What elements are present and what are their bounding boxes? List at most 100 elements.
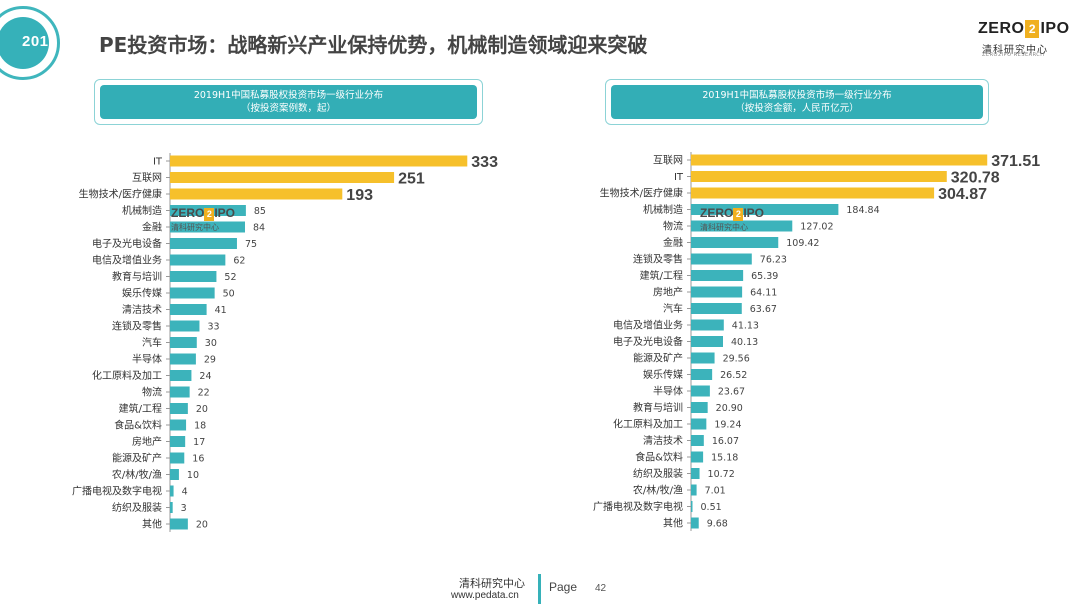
- footer-page-label: Page: [549, 580, 578, 594]
- data-label: 23.67: [718, 387, 745, 398]
- data-label: 64.11: [750, 288, 777, 299]
- bar: [170, 403, 188, 414]
- data-label: 15.18: [711, 453, 738, 464]
- bar: [170, 320, 200, 332]
- category-label: 广播电视及数字电视: [593, 500, 683, 513]
- data-label: 4: [182, 487, 188, 498]
- data-label: 193: [346, 187, 373, 204]
- right-chart-title: 2019H1中国私募股权投资市场一级行业分布: [702, 90, 892, 101]
- bar: [691, 369, 713, 380]
- category-label: 农/林/牧/渔: [112, 468, 162, 481]
- data-label: 22: [198, 388, 210, 399]
- bar: [691, 319, 724, 331]
- category-label: 电信及增值业务: [92, 254, 162, 267]
- category-label: 电信及增值业务: [613, 319, 683, 332]
- bar: [691, 435, 704, 446]
- data-label: 10.72: [708, 469, 735, 480]
- bar: [170, 353, 196, 365]
- category-label: 纺织及服装: [112, 501, 162, 514]
- data-label: 9.68: [707, 519, 728, 530]
- bar: [691, 451, 704, 463]
- data-label: 320.78: [951, 170, 1000, 187]
- data-label: 50: [223, 289, 235, 300]
- year-badge-inner: [0, 17, 49, 69]
- left-chart-subtitle: （按投资案例数，起）: [240, 103, 336, 114]
- bar: [691, 154, 988, 166]
- bar: [691, 237, 779, 248]
- data-label: 62: [233, 256, 245, 267]
- category-label: 清洁技术: [643, 434, 683, 447]
- category-label: 机械制造: [643, 203, 683, 216]
- data-label: 0.51: [701, 502, 722, 513]
- footer-org: 清科研究中心: [459, 577, 525, 590]
- data-label: 17: [193, 437, 205, 448]
- category-label: 能源及矿产: [112, 452, 162, 465]
- year-badge: [0, 6, 60, 80]
- category-label: 电子及光电设备: [92, 237, 162, 250]
- left-chart-header: 2019H1中国私募股权投资市场一级行业分布 （按投资案例数，起）: [94, 79, 483, 125]
- category-label: 娱乐传媒: [643, 368, 683, 381]
- right-chart-header: 2019H1中国私募股权投资市场一级行业分布 （按投资金额，人民币亿元）: [605, 79, 989, 125]
- data-label: 65.39: [751, 271, 778, 282]
- data-label: 10: [187, 470, 199, 481]
- category-label: IT: [153, 157, 163, 168]
- bar: [170, 469, 179, 480]
- bar: [170, 370, 192, 381]
- data-label: 371.51: [991, 153, 1040, 170]
- category-label: IT: [674, 172, 684, 183]
- category-label: 连锁及零售: [112, 320, 162, 333]
- category-label: 清洁技术: [122, 303, 162, 316]
- data-label: 30: [205, 338, 217, 349]
- bar: [170, 172, 395, 183]
- bar: [170, 155, 468, 167]
- bar: [170, 287, 215, 299]
- category-label: 物流: [142, 386, 162, 399]
- data-label: 333: [471, 154, 498, 171]
- data-label: 16.07: [712, 436, 739, 447]
- data-label: 63.67: [750, 304, 777, 315]
- data-label: 18: [194, 421, 206, 432]
- data-label: 251: [398, 171, 425, 188]
- category-label: 教育与培训: [112, 270, 162, 283]
- bar: [170, 452, 185, 464]
- bar: [170, 188, 343, 200]
- category-label: 食品&饮料: [635, 451, 683, 464]
- category-label: 连锁及零售: [633, 253, 683, 266]
- category-label: 汽车: [663, 302, 683, 315]
- right-bar-chart: 互联网 371.51 IT 320.78 生物技术/医疗健康 304.87 机械制造 184.…: [593, 152, 1040, 531]
- data-label: 20.90: [716, 403, 743, 414]
- year-text: 2019: [22, 33, 58, 50]
- data-label: 109.42: [786, 238, 819, 249]
- left-chart-title-box: 2019H1中国私募股权投资市场一级行业分布 （按投资案例数，起）: [100, 85, 477, 119]
- category-label: 纺织及服装: [633, 467, 683, 480]
- bar: [691, 418, 707, 430]
- category-label: 金融: [663, 236, 683, 249]
- bar: [170, 485, 174, 497]
- data-label: 85: [254, 206, 266, 217]
- category-label: 房地产: [653, 286, 683, 299]
- bar: [691, 253, 752, 265]
- bar: [170, 205, 246, 216]
- data-label: 20: [196, 404, 208, 415]
- category-label: 娱乐传媒: [122, 287, 162, 300]
- bar: [691, 171, 947, 182]
- category-label: 化工原料及加工: [613, 418, 683, 431]
- bar: [170, 238, 237, 249]
- data-label: 52: [224, 272, 236, 283]
- data-label: 19.24: [714, 420, 741, 431]
- bar: [170, 518, 188, 530]
- bar: [170, 419, 187, 431]
- logo-sub: ZERO2IPO RESEARCH: [982, 52, 1045, 58]
- category-label: 其他: [663, 517, 683, 530]
- data-label: 84: [253, 223, 265, 234]
- category-label: 机械制造: [122, 204, 162, 217]
- data-label: 33: [207, 322, 219, 333]
- category-label: 互联网: [653, 155, 683, 167]
- data-label: 127.02: [800, 222, 833, 233]
- right-chart-title-box: 2019H1中国私募股权投资市场一级行业分布 （按投资金额，人民币亿元）: [611, 85, 983, 119]
- data-label: 184.84: [846, 205, 879, 216]
- footer-url: www.pedata.cn: [451, 590, 519, 601]
- bar: [691, 270, 744, 281]
- bar: [691, 501, 693, 512]
